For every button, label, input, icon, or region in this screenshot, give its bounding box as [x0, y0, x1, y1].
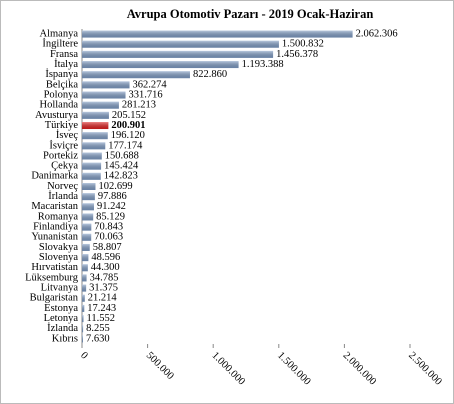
y-tick-label: Slovenya — [39, 252, 78, 263]
y-tick-label: Finlandiya — [33, 222, 78, 233]
y-tick-label: Danimarka — [31, 171, 78, 182]
bar-shade — [82, 233, 92, 241]
bar-shade — [82, 315, 84, 323]
y-tick-label: İtalya — [54, 58, 78, 70]
y-tick-label: Polonya — [44, 89, 79, 100]
value-label: 48.596 — [91, 252, 120, 263]
value-label: 44.300 — [91, 262, 120, 273]
value-label: 2.062.306 — [356, 28, 398, 39]
y-tick-label: Fransa — [50, 49, 78, 60]
bar-shade — [82, 183, 96, 190]
bar-shade — [82, 50, 274, 58]
bar-shade — [82, 213, 94, 221]
y-tick-label: Norveç — [47, 181, 78, 192]
y-tick-label: İspanya — [45, 68, 78, 80]
value-label: 1.456.378 — [276, 49, 318, 60]
bar-shade — [82, 223, 92, 231]
y-tick-label: Letonya — [44, 313, 79, 324]
value-label: 331.716 — [129, 89, 163, 100]
bar-shade — [82, 40, 279, 48]
value-label: 362.274 — [133, 79, 168, 90]
value-label: 281.213 — [122, 100, 156, 111]
bar-shade — [82, 91, 126, 99]
bar-shade — [82, 122, 109, 130]
bar-shade — [82, 61, 239, 69]
bar-shade — [82, 132, 108, 140]
value-label: 1.193.388 — [242, 59, 284, 70]
y-tick-label: İsveç — [56, 129, 78, 141]
bar-shade — [82, 335, 84, 343]
value-label: 200.901 — [111, 120, 145, 131]
y-tick-label: İsviçre — [49, 139, 78, 151]
value-label: 8.255 — [86, 323, 110, 334]
bar-shade — [82, 30, 353, 38]
value-label: 142.823 — [104, 171, 138, 182]
value-label: 196.120 — [111, 130, 145, 141]
y-tick-label: Almanya — [40, 28, 79, 39]
y-tick-label: Belçika — [46, 79, 78, 90]
bar-shade — [82, 325, 84, 333]
value-label: 70.843 — [94, 222, 123, 233]
y-tick-label: Yunanistan — [31, 232, 78, 243]
y-tick-label: Romanya — [38, 211, 79, 222]
value-label: 1.500.832 — [282, 39, 324, 50]
value-label: 205.152 — [112, 110, 146, 121]
y-tick-label: Hollanda — [40, 100, 79, 111]
value-label: 21.214 — [88, 293, 118, 304]
bar-shade — [82, 101, 119, 109]
y-tick-label: Portekiz — [43, 150, 78, 161]
y-tick-label: Çekya — [51, 161, 78, 172]
bar-shade — [82, 193, 95, 201]
y-tick-label: Estonya — [44, 303, 78, 314]
y-tick-label: Slovakya — [39, 242, 78, 253]
value-label: 91.242 — [97, 201, 126, 212]
bar-shade — [82, 142, 106, 150]
value-label: 85.129 — [96, 211, 125, 222]
bar-shade — [82, 81, 130, 89]
bar-shade — [82, 243, 90, 251]
value-label: 150.688 — [105, 150, 139, 161]
y-tick-label: Macaristan — [31, 201, 78, 212]
value-label: 17.243 — [87, 303, 116, 314]
y-tick-label: Bulgaristan — [30, 293, 79, 304]
value-label: 34.785 — [90, 272, 119, 283]
y-tick-label: Lüksemburg — [25, 272, 79, 283]
value-label: 31.375 — [89, 283, 118, 294]
value-label: 58.807 — [93, 242, 122, 253]
y-tick-label: Hırvatistan — [31, 262, 78, 273]
bar-shade — [82, 294, 85, 302]
value-label: 145.424 — [104, 161, 139, 172]
bar-shade — [82, 304, 85, 312]
bar-shade — [82, 111, 109, 119]
y-tick-label: Türkiye — [45, 120, 79, 131]
y-tick-label: Litvanya — [41, 283, 79, 294]
value-label: 822.860 — [193, 69, 227, 80]
bar-shade — [82, 71, 190, 79]
bar-shade — [82, 284, 87, 292]
chart-title: Avrupa Otomotiv Pazarı - 2019 Ocak-Hazir… — [127, 7, 374, 21]
y-tick-label: İngiltere — [42, 38, 78, 50]
value-label: 97.886 — [98, 191, 127, 202]
bar-shade — [82, 152, 102, 160]
y-tick-label: Kıbrıs — [52, 333, 78, 344]
y-tick-label: Avusturya — [35, 110, 78, 121]
value-label: 102.699 — [98, 181, 132, 192]
x-tick-label: 0 — [78, 350, 89, 361]
value-label: 177.174 — [108, 140, 143, 151]
bar-shade — [82, 254, 89, 262]
bar-shade — [82, 162, 102, 170]
bar-shade — [82, 264, 88, 272]
bar-shade — [82, 172, 101, 180]
y-tick-label: İrlanda — [48, 190, 78, 202]
value-label: 11.552 — [87, 313, 116, 324]
bar-shade — [82, 203, 94, 211]
y-tick-label: İzlanda — [47, 322, 78, 334]
value-label: 7.630 — [86, 333, 110, 344]
value-label: 70.063 — [94, 232, 123, 243]
bar-shade — [82, 274, 87, 282]
